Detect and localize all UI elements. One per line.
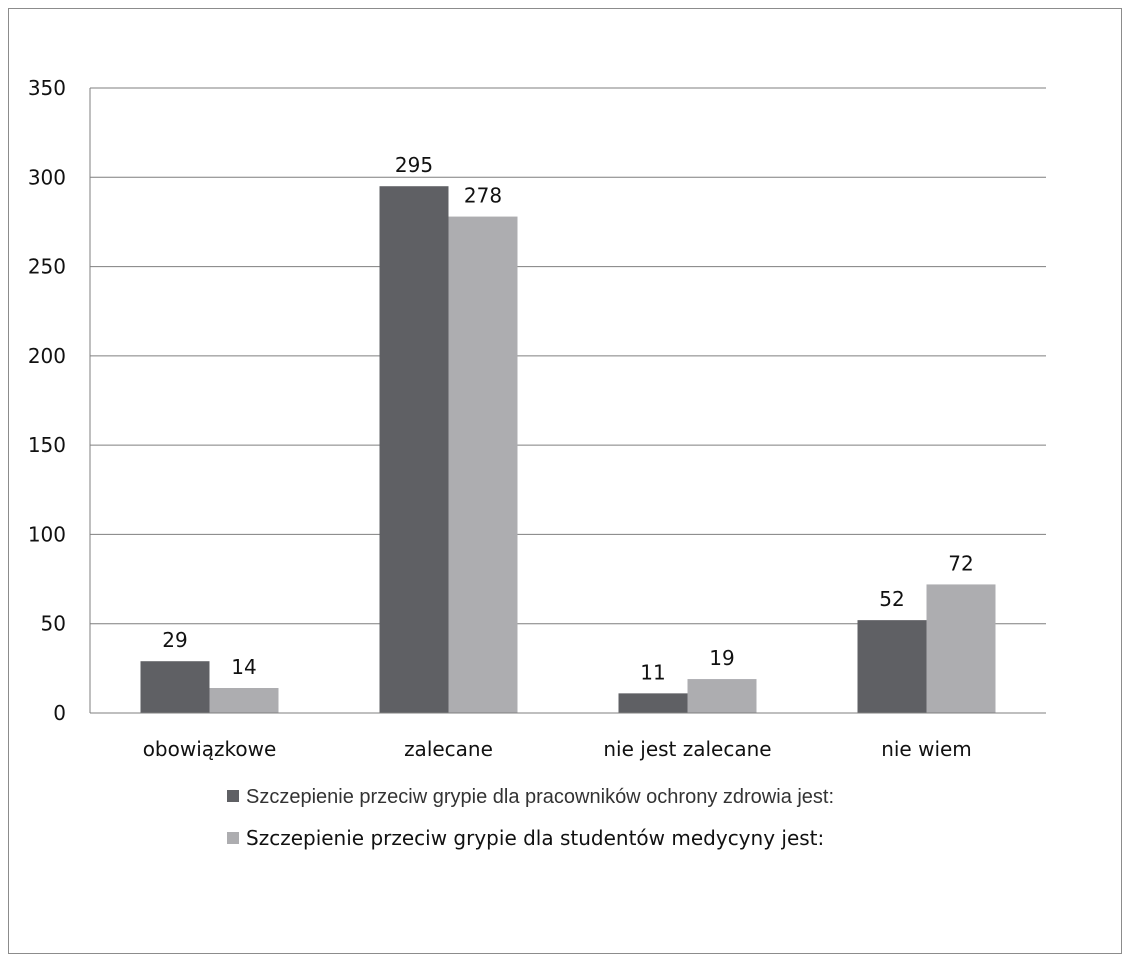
x-tick-label: obowiązkowe <box>143 737 277 761</box>
y-tick-label: 50 <box>41 612 66 636</box>
y-tick-label: 350 <box>28 76 66 100</box>
data-label: 52 <box>879 587 904 611</box>
y-tick-label: 150 <box>28 433 66 457</box>
y-axis-ticks: 0 50 100 150 200 250 300 350 <box>28 76 66 725</box>
bar <box>687 679 757 713</box>
x-tick-label: nie jest zalecane <box>603 737 771 761</box>
bar <box>448 216 518 714</box>
bar <box>140 661 210 713</box>
x-tick-label: zalecane <box>404 737 493 761</box>
legend-swatch <box>227 790 239 802</box>
y-tick-label: 100 <box>28 522 66 546</box>
y-tick-label: 200 <box>28 344 66 368</box>
bar <box>857 620 927 713</box>
data-label: 11 <box>640 660 665 684</box>
data-label: 19 <box>709 646 734 670</box>
legend-label: Szczepienie przeciw grypie dla pracownik… <box>246 786 834 808</box>
chart-frame <box>8 8 1122 954</box>
y-tick-label: 0 <box>53 701 66 725</box>
data-label: 14 <box>231 655 256 679</box>
bar <box>209 688 279 713</box>
data-label: 278 <box>464 184 502 208</box>
bar <box>926 584 996 713</box>
data-label: 295 <box>395 153 433 177</box>
y-tick-label: 300 <box>28 165 66 189</box>
legend-swatch <box>227 832 239 844</box>
bar <box>379 186 449 713</box>
legend-label: Szczepienie przeciw grypie dla studentów… <box>246 826 824 850</box>
data-labels: 29 14 295 278 11 19 52 72 <box>162 153 973 684</box>
x-axis-categories: obowiązkowe zalecane nie jest zalecane nie … <box>143 737 972 761</box>
axes <box>89 88 1046 714</box>
data-label: 29 <box>162 628 187 652</box>
x-tick-label: nie wiem <box>881 737 972 761</box>
y-tick-label: 250 <box>28 255 66 279</box>
gridlines <box>90 87 1046 625</box>
data-label: 72 <box>948 551 973 575</box>
legend: Szczepienie przeciw grypie dla pracownik… <box>227 786 834 850</box>
bars <box>140 186 996 714</box>
bar <box>618 693 688 713</box>
